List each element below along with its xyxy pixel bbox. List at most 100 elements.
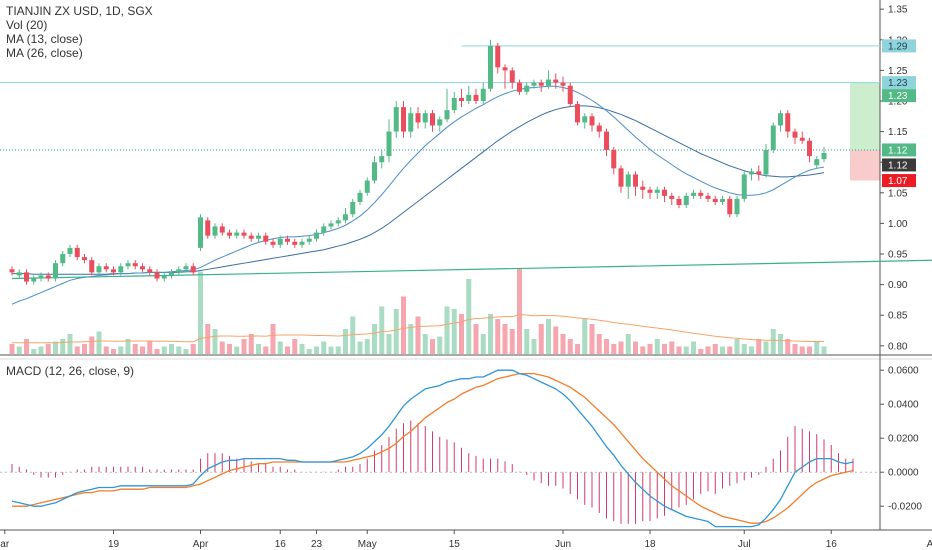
- volume-bar: [480, 334, 486, 354]
- volume-bar: [698, 349, 704, 354]
- volume-bar: [234, 346, 240, 354]
- candle-body: [328, 223, 334, 227]
- volume-bar: [451, 309, 457, 354]
- volume-bar: [625, 334, 631, 354]
- candle-body: [82, 257, 87, 261]
- volume-bar: [821, 346, 827, 354]
- volume-bar: [727, 346, 733, 354]
- candle-body: [16, 272, 22, 276]
- volume-bar: [357, 341, 363, 354]
- candle-body: [176, 269, 182, 273]
- candle-body: [198, 217, 203, 248]
- volume-bar: [785, 339, 791, 354]
- candle-body: [241, 232, 247, 236]
- time-tick-label: 16: [826, 539, 838, 550]
- volume-bar: [82, 344, 87, 354]
- candle-body: [183, 266, 189, 270]
- candle-body: [720, 198, 725, 202]
- volume-bar: [734, 339, 740, 354]
- candle-body: [596, 125, 602, 132]
- candle-body: [190, 266, 196, 273]
- volume-bar: [647, 344, 653, 354]
- volume-bar: [328, 346, 334, 354]
- volume-bar: [509, 329, 515, 354]
- volume-bar: [263, 346, 269, 354]
- time-tick-label: 19: [108, 539, 120, 550]
- candle-body: [422, 113, 428, 123]
- volume-bar: [183, 349, 189, 354]
- volume-bar: [799, 346, 805, 354]
- volume-bar: [488, 314, 493, 354]
- candle-body: [357, 192, 363, 202]
- price-tick-label: 0.85: [888, 311, 908, 322]
- ma26-legend: MA (26, close): [6, 46, 83, 60]
- volume-bar: [9, 344, 15, 354]
- volume-bar: [669, 341, 675, 354]
- candle-body: [9, 269, 15, 273]
- volume-bar: [560, 334, 566, 354]
- candle-body: [662, 189, 667, 196]
- volume-bar: [807, 346, 812, 354]
- price-legend: TIANJIN ZX USD, 1D, SGX Vol (20) MA (13,…: [6, 4, 153, 60]
- volume-bar: [778, 334, 783, 354]
- candle-body: [96, 266, 102, 273]
- time-tick-label: Jun: [555, 539, 571, 550]
- candle-body: [74, 247, 80, 258]
- volume-bar: [792, 344, 798, 354]
- candle-body: [698, 192, 704, 196]
- candle-body: [248, 235, 254, 239]
- price-tag: [882, 158, 916, 172]
- volume-bar: [248, 334, 254, 354]
- volume-bar: [379, 306, 385, 354]
- volume-bar: [654, 339, 660, 354]
- candle-body: [560, 82, 566, 86]
- time-tick-label: Jul: [738, 539, 751, 550]
- macd-tick-label: 0.0400: [888, 400, 919, 411]
- volume-bar: [712, 344, 718, 354]
- candle-body: [785, 113, 791, 132]
- candle-body: [140, 266, 145, 270]
- volume-bar: [212, 329, 218, 354]
- candle-body: [495, 45, 501, 68]
- volume-bar: [495, 319, 501, 354]
- volume-bar: [422, 334, 428, 354]
- candle-body: [364, 180, 370, 193]
- volume-bar: [531, 339, 537, 354]
- volume-bar: [176, 346, 182, 354]
- candle-body: [205, 220, 211, 236]
- volume-bar: [219, 341, 225, 354]
- price-tick-label: 0.80: [888, 341, 908, 352]
- candle-body: [60, 254, 66, 264]
- volume-bar: [38, 346, 44, 354]
- candle-body: [669, 195, 675, 199]
- volume-bar: [270, 324, 276, 354]
- volume-bar: [306, 349, 312, 354]
- candle-body: [821, 153, 827, 160]
- candle-body: [277, 238, 283, 245]
- volume-bar: [763, 341, 769, 354]
- candle-body: [408, 113, 414, 132]
- time-tick-label: ar: [0, 539, 10, 550]
- candle-body: [480, 88, 486, 101]
- volume-bar: [611, 344, 617, 354]
- candle-body: [372, 162, 377, 181]
- candle-body: [154, 272, 160, 279]
- candle-body: [814, 159, 820, 166]
- ma13-line: [11, 85, 825, 305]
- volume-bar: [74, 346, 80, 354]
- candle-body: [437, 119, 443, 126]
- macd-line: [11, 369, 854, 528]
- candle-body: [749, 171, 754, 175]
- volume-bar: [60, 339, 66, 354]
- candle-body: [38, 275, 44, 279]
- target-zone: [850, 82, 880, 150]
- stop-zone: [850, 149, 880, 181]
- candle-body: [103, 266, 109, 270]
- volume-bar: [517, 269, 522, 354]
- volume-bar: [89, 336, 95, 354]
- candle-body: [111, 269, 116, 273]
- volume-bar: [524, 329, 530, 354]
- candle-body: [306, 238, 312, 242]
- candle-body: [393, 107, 399, 132]
